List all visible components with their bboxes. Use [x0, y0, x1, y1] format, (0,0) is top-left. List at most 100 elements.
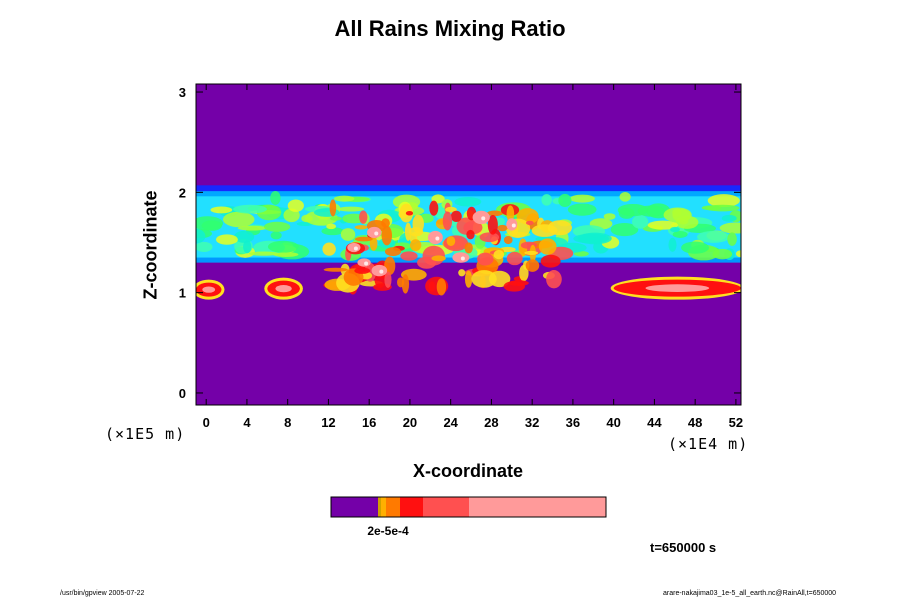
cloud-blob	[340, 228, 356, 241]
x-tick-label: 24	[443, 415, 458, 430]
cloud-blob	[707, 194, 740, 208]
cloud-blob	[222, 211, 255, 228]
cloud-blob	[210, 206, 233, 214]
core-peak-centre	[435, 236, 440, 241]
cloud-top-edge-inner	[196, 191, 741, 197]
core-blob	[400, 251, 418, 261]
cloud-blob	[735, 250, 741, 258]
colorbar-segment	[381, 497, 386, 517]
core-blob	[354, 267, 371, 274]
cloud-blob	[631, 215, 649, 229]
cloud-blob	[326, 223, 337, 230]
colorbar-segment	[469, 497, 606, 517]
core-blob	[404, 222, 412, 241]
cloud-blob	[215, 234, 238, 245]
colorbar-frame	[330, 496, 607, 518]
core-peak-centre	[379, 269, 384, 274]
core-blob	[525, 220, 534, 226]
core-peak-centre	[353, 246, 358, 251]
core-blob	[384, 247, 402, 257]
core-blob	[477, 252, 494, 266]
cloud-blob	[663, 207, 692, 223]
colorbar-segment	[400, 497, 423, 517]
core-blob	[493, 249, 505, 260]
core-peak	[367, 226, 382, 239]
rain-cell-core	[275, 285, 292, 293]
cloud-blob	[647, 220, 678, 230]
core-peak	[472, 210, 490, 225]
y-tick-label: 3	[179, 85, 186, 100]
y-axis-unit: (×1E5 m)	[105, 425, 186, 443]
cloud-blob	[619, 192, 631, 202]
time-stamp: t=650000 s	[650, 540, 717, 555]
y-axis: 0 1 2 3	[179, 85, 741, 401]
core-blob	[506, 251, 523, 266]
cloud-blob	[267, 240, 299, 253]
cloud-blob	[333, 195, 355, 202]
x-tick-label: 20	[403, 415, 417, 430]
x-tick-label: 0	[203, 415, 210, 430]
core-blob	[450, 210, 462, 223]
plot-frame	[195, 83, 742, 406]
core-blob	[486, 210, 503, 217]
cloud-blob	[272, 251, 299, 257]
rain-cell-core	[645, 284, 710, 292]
x-axis: 0 4 8 12 16 20 24 28 32 36 40 44 48 52	[203, 84, 743, 430]
core-blob	[519, 264, 529, 282]
cloud-blob	[243, 240, 252, 254]
cloud-blob	[712, 248, 733, 260]
core-peak	[506, 218, 518, 231]
footer-source: arare-nakajima03_1e-5_all_earth.nc@RainA…	[663, 590, 837, 597]
cloud-blob	[233, 204, 267, 214]
cloud-blob	[454, 197, 482, 207]
core-blob	[429, 200, 439, 216]
cloud-blob	[248, 251, 279, 256]
x-axis-unit: (×1E4 m)	[668, 435, 749, 453]
cloud-blob	[573, 233, 610, 244]
y-tick-label: 2	[179, 185, 186, 200]
cloud-blob	[201, 220, 222, 231]
colorbar-segment	[378, 497, 381, 517]
core-blob	[506, 205, 515, 223]
core-blob	[446, 236, 456, 247]
cloud-blob	[727, 232, 737, 246]
colorbar-segment	[331, 497, 378, 517]
cloud-blob	[321, 227, 344, 236]
plot-area	[196, 84, 741, 405]
core-blob	[436, 278, 447, 296]
core-peak	[452, 252, 470, 263]
core-blob	[442, 211, 453, 231]
core-blob	[524, 250, 539, 255]
x-axis-label: X-coordinate	[412, 461, 523, 481]
core-peak-centre	[374, 231, 379, 236]
cloud-blob	[668, 237, 677, 252]
cloud-blob	[567, 203, 597, 216]
x-tick-label: 8	[284, 415, 291, 430]
core-blob	[329, 199, 337, 217]
core-blob	[409, 239, 422, 252]
x-tick-label: 28	[484, 415, 498, 430]
cloud-blob	[196, 241, 213, 252]
core-blob	[405, 211, 414, 216]
x-tick-label: 36	[566, 415, 580, 430]
cloud-blob	[270, 231, 282, 240]
core-peak	[357, 258, 371, 267]
core-blob	[384, 271, 392, 288]
cloud-blob	[721, 214, 737, 222]
cloud-blob	[287, 199, 304, 212]
x-tick-label: 52	[729, 415, 743, 430]
core-blob	[464, 242, 473, 254]
core-peak-centre	[460, 256, 465, 261]
core-blob	[323, 267, 348, 272]
core-blob	[497, 224, 508, 232]
cloud-blob	[696, 230, 730, 243]
cloud-blob	[196, 229, 206, 244]
cloud-blob	[283, 208, 300, 223]
core-blob	[354, 236, 373, 242]
cloud-blob	[234, 230, 255, 243]
core-blob	[381, 218, 390, 228]
x-tick-label: 44	[647, 415, 662, 430]
cloud-blob	[237, 225, 267, 231]
core-blob	[531, 224, 558, 237]
